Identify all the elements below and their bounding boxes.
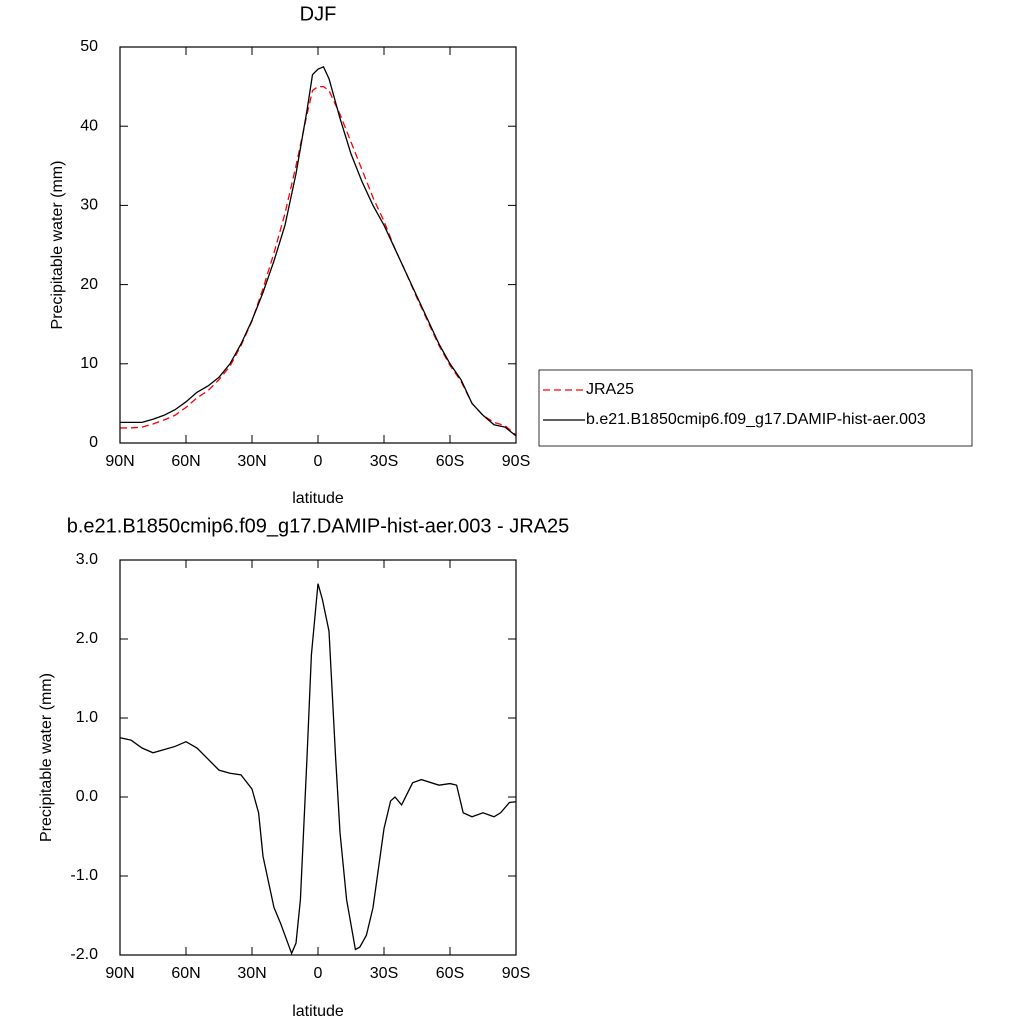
x-tick-label: 90S (502, 453, 530, 470)
x-tick-label: 90N (105, 965, 134, 982)
x-tick-label: 60N (171, 453, 200, 470)
legend-label: JRA25 (586, 381, 634, 398)
y-tick-label: -1.0 (70, 867, 98, 884)
legend-label: b.e21.B1850cmip6.f09_g17.DAMIP-hist-aer.… (586, 411, 926, 428)
y-axis-label: Precipitable water (mm) (49, 161, 66, 330)
y-tick-label: 40 (80, 117, 98, 134)
x-tick-label: 60S (436, 453, 464, 470)
y-tick-label: 1.0 (76, 709, 98, 726)
data-line (119, 583, 517, 956)
y-tick-label: -2.0 (70, 946, 98, 963)
x-tick-label: 60N (171, 965, 200, 982)
x-tick-label: 90N (105, 453, 134, 470)
x-tick-label: 0 (314, 965, 323, 982)
y-tick-label: 20 (80, 276, 98, 293)
x-tick-label: 30N (237, 453, 266, 470)
x-tick-label: 30N (237, 965, 266, 982)
chart-title: DJF (300, 3, 337, 25)
x-tick-label: 0 (314, 453, 323, 470)
x-axis-label: latitude (292, 490, 344, 507)
y-tick-label: 2.0 (76, 630, 98, 647)
x-tick-label: 30S (370, 453, 398, 470)
y-tick-label: 0.0 (76, 788, 98, 805)
x-tick-label: 60S (436, 965, 464, 982)
y-axis-label: Precipitable water (mm) (38, 673, 55, 842)
plot-frame (119, 46, 517, 444)
chart-title: b.e21.B1850cmip6.f09_g17.DAMIP-hist-aer.… (67, 515, 570, 537)
y-tick-label: 0 (89, 434, 98, 451)
y-tick-label: 10 (80, 355, 98, 372)
legend-box (538, 369, 973, 447)
x-tick-label: 90S (502, 965, 530, 982)
data-line (120, 65, 517, 437)
y-tick-label: 30 (80, 197, 98, 214)
data-line (120, 85, 517, 436)
x-axis-label: latitude (292, 1003, 344, 1020)
x-tick-label: 30S (370, 965, 398, 982)
y-tick-label: 3.0 (76, 551, 98, 568)
plot-frame (119, 559, 517, 956)
y-tick-label: 50 (80, 38, 98, 55)
